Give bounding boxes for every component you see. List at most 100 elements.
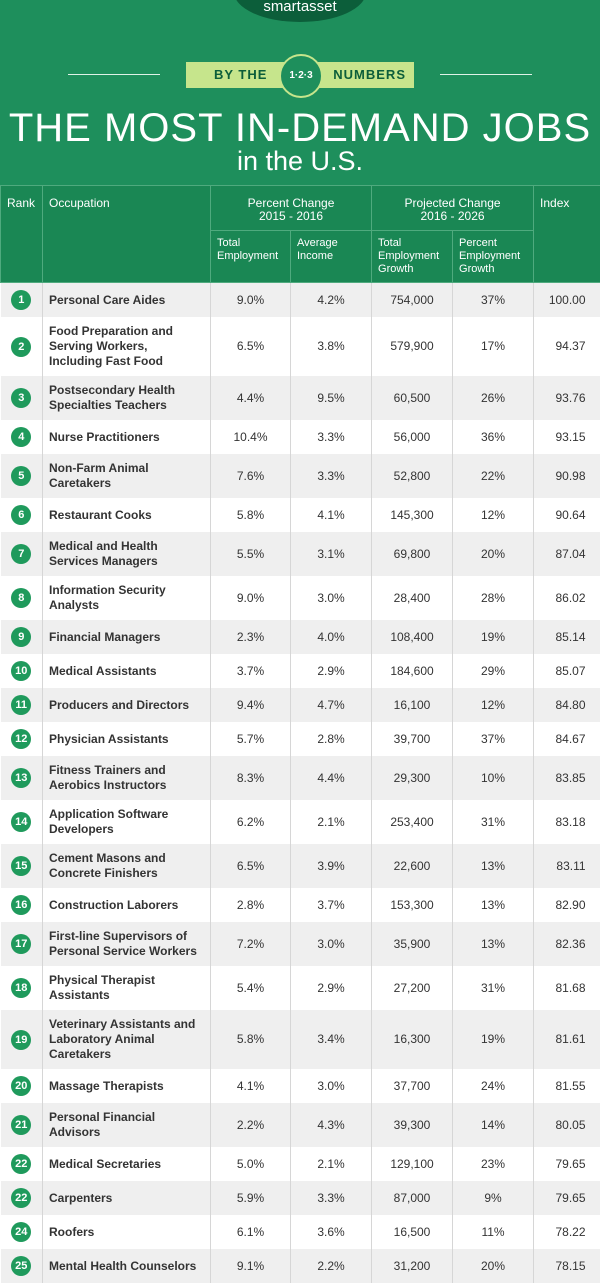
index: 78.22 [534, 1215, 600, 1249]
cell: 24 [1, 1215, 43, 1249]
cell: 8 [1, 576, 43, 620]
occupation: Postsecondary Health Specialties Teacher… [43, 376, 211, 420]
cell: 1 [1, 283, 43, 318]
cell: 16 [1, 888, 43, 922]
average-income: 4.4% [291, 756, 372, 800]
occupation: Mental Health Counselors [43, 1249, 211, 1283]
occupation: Personal Financial Advisors [43, 1103, 211, 1147]
percent-growth: 17% [453, 317, 534, 376]
rank-badge: 19 [11, 1030, 31, 1050]
employment-growth: 145,300 [372, 498, 453, 532]
average-income: 3.8% [291, 317, 372, 376]
index: 100.00 [534, 283, 600, 318]
rank-badge: 7 [11, 544, 31, 564]
percent-growth: 13% [453, 844, 534, 888]
total-employment: 3.7% [211, 654, 291, 688]
total-employment: 9.0% [211, 576, 291, 620]
employment-growth: 153,300 [372, 888, 453, 922]
percent-growth: 10% [453, 756, 534, 800]
column-header: Total Employment Growth [372, 231, 453, 283]
index: 93.15 [534, 420, 600, 454]
total-employment: 9.0% [211, 283, 291, 318]
index: 93.76 [534, 376, 600, 420]
cell: 3 [1, 376, 43, 420]
rank-badge: 24 [11, 1222, 31, 1242]
total-employment: 5.8% [211, 1010, 291, 1069]
employment-growth: 22,600 [372, 844, 453, 888]
occupation: Carpenters [43, 1181, 211, 1215]
occupation: Restaurant Cooks [43, 498, 211, 532]
employment-growth: 754,000 [372, 283, 453, 318]
cell: 15 [1, 844, 43, 888]
rank-badge: 16 [11, 895, 31, 915]
title: THE MOST IN-DEMAND JOBS [0, 106, 600, 150]
cell: 4 [1, 420, 43, 454]
rank-badge: 22 [11, 1154, 31, 1174]
column-header: Rank [1, 186, 43, 283]
percent-growth: 12% [453, 688, 534, 722]
rank-badge: 17 [11, 934, 31, 954]
average-income: 4.1% [291, 498, 372, 532]
subtitle: in the U.S. [0, 146, 600, 176]
employment-growth: 69,800 [372, 532, 453, 576]
employment-growth: 39,700 [372, 722, 453, 756]
cell: 13 [1, 756, 43, 800]
group-years: 2015 - 2016 [217, 210, 365, 223]
employment-growth: 60,500 [372, 376, 453, 420]
rank-badge: 1 [11, 290, 31, 310]
percent-growth: 20% [453, 532, 534, 576]
employment-growth: 108,400 [372, 620, 453, 654]
occupation: Personal Care Aides [43, 283, 211, 318]
occupation: Medical Assistants [43, 654, 211, 688]
total-employment: 10.4% [211, 420, 291, 454]
average-income: 3.3% [291, 1181, 372, 1215]
total-employment: 5.4% [211, 966, 291, 1010]
employment-growth: 129,100 [372, 1147, 453, 1181]
banner: BY THE 1·2·3 NUMBERS [0, 62, 600, 88]
total-employment: 4.1% [211, 1069, 291, 1103]
average-income: 2.9% [291, 966, 372, 1010]
total-employment: 5.7% [211, 722, 291, 756]
average-income: 2.2% [291, 1249, 372, 1283]
employment-growth: 27,200 [372, 966, 453, 1010]
average-income: 3.0% [291, 922, 372, 966]
index: 79.65 [534, 1147, 600, 1181]
rank-badge: 10 [11, 661, 31, 681]
employment-growth: 29,300 [372, 756, 453, 800]
average-income: 3.3% [291, 454, 372, 498]
total-employment: 5.8% [211, 498, 291, 532]
rule [440, 74, 532, 75]
total-employment: 2.3% [211, 620, 291, 654]
total-employment: 4.4% [211, 376, 291, 420]
index: 81.61 [534, 1010, 600, 1069]
occupation: Massage Therapists [43, 1069, 211, 1103]
total-employment: 5.9% [211, 1181, 291, 1215]
badge: 1·2·3 [279, 54, 323, 98]
employment-growth: 37,700 [372, 1069, 453, 1103]
index: 87.04 [534, 532, 600, 576]
employment-growth: 16,500 [372, 1215, 453, 1249]
occupation: Non-Farm Animal Caretakers [43, 454, 211, 498]
occupation: Producers and Directors [43, 688, 211, 722]
average-income: 3.4% [291, 1010, 372, 1069]
cell: 12 [1, 722, 43, 756]
percent-growth: 11% [453, 1215, 534, 1249]
total-employment: 7.2% [211, 922, 291, 966]
occupation: Construction Laborers [43, 888, 211, 922]
employment-growth: 56,000 [372, 420, 453, 454]
